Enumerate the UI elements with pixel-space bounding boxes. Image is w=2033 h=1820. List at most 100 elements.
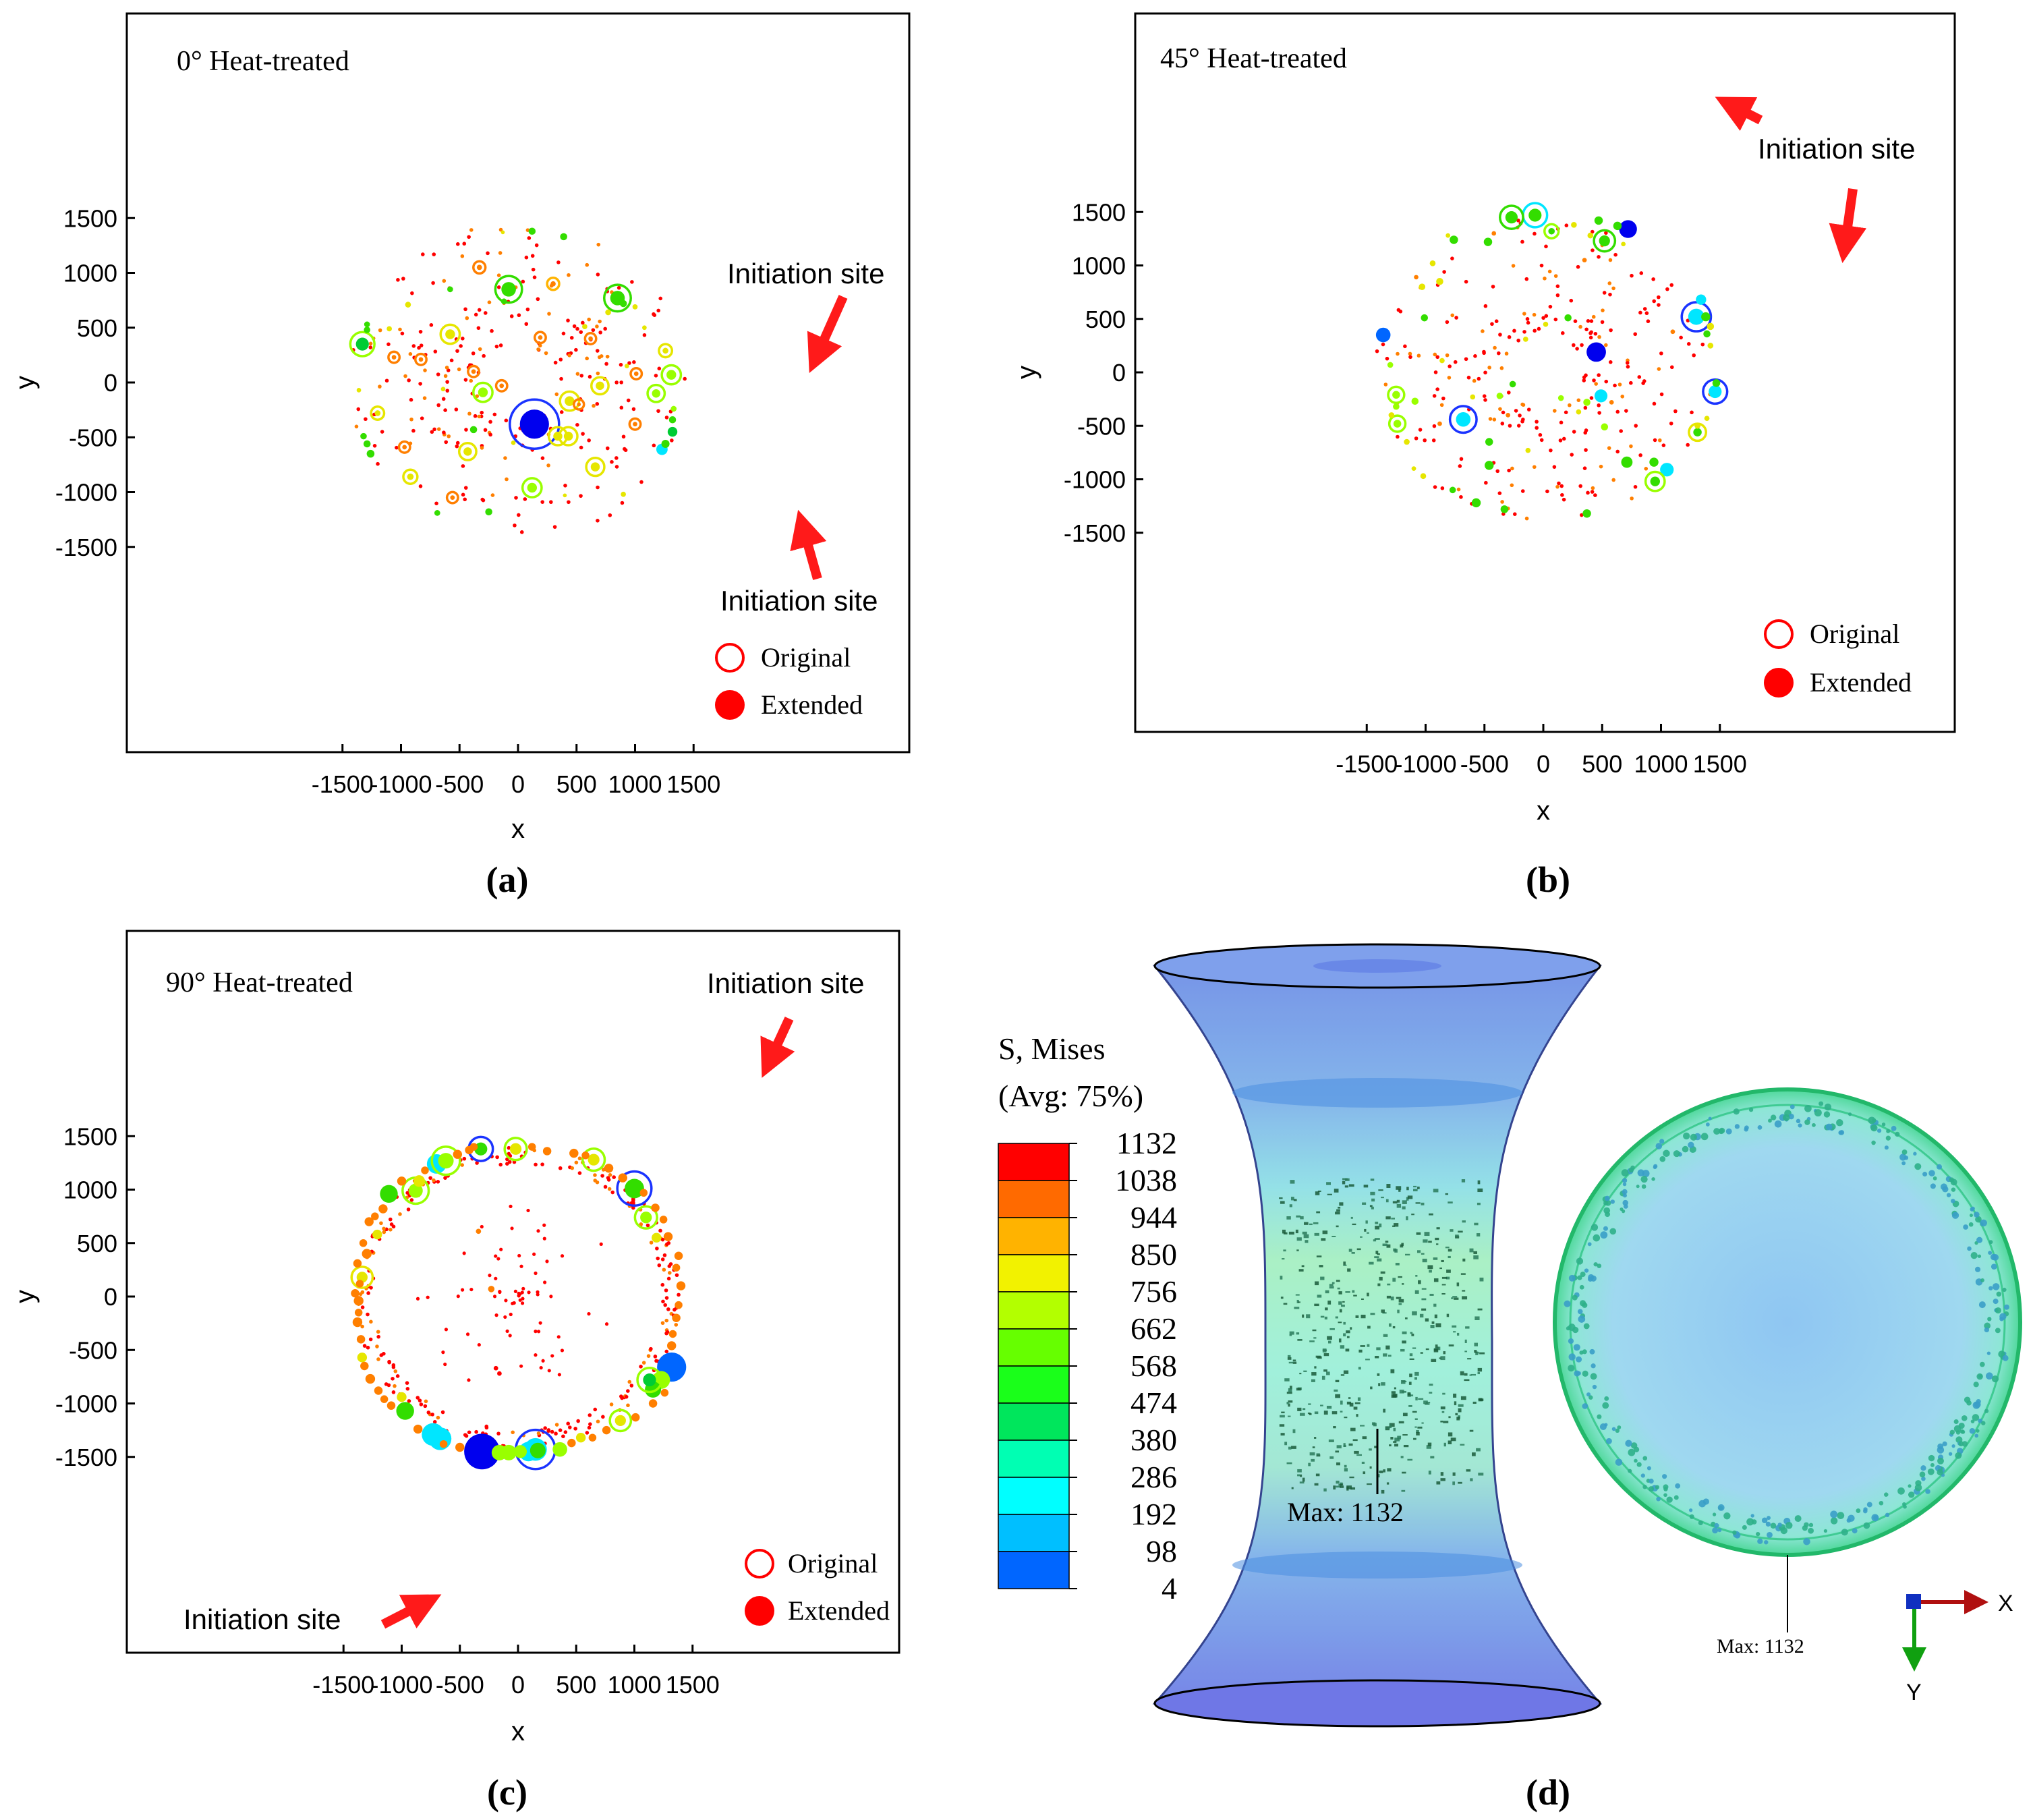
pore-speck xyxy=(1970,1206,1975,1211)
defect-original-ring xyxy=(439,323,461,345)
pore-speck xyxy=(1314,1483,1319,1486)
pore-speck xyxy=(1279,1424,1285,1427)
pore-speck xyxy=(1338,1291,1342,1295)
pore-speck xyxy=(1316,1255,1322,1257)
pore-speck xyxy=(1984,1322,1991,1330)
pore-speck xyxy=(1655,1143,1663,1149)
defect-speck xyxy=(368,341,373,346)
defect-point xyxy=(1449,486,1456,494)
defect-speck xyxy=(657,366,662,371)
pore-speck xyxy=(1611,1427,1616,1431)
pore-speck xyxy=(1942,1441,1947,1447)
plot-frame-a xyxy=(125,12,911,753)
pore-speck xyxy=(1973,1382,1979,1388)
legend-extended-marker-a xyxy=(715,690,745,720)
pore-speck xyxy=(1970,1419,1975,1423)
pore-speck xyxy=(1311,1458,1315,1462)
defect-speck xyxy=(677,1292,681,1297)
defect-speck xyxy=(575,372,580,376)
defect-point xyxy=(365,1373,376,1384)
y-tick-label: 500 xyxy=(77,1230,117,1257)
defect-speck xyxy=(579,445,583,450)
pore-speck xyxy=(1460,1444,1465,1446)
pore-speck xyxy=(1364,1228,1367,1232)
y-tick-label: -500 xyxy=(69,1336,117,1364)
pore-speck xyxy=(1460,1396,1466,1400)
defect-point xyxy=(434,510,440,516)
initiation-site-label-a1: Initiation site xyxy=(727,258,884,289)
legend-original-marker-a xyxy=(715,643,745,673)
pore-speck xyxy=(1464,1379,1470,1382)
pore-speck xyxy=(1796,1118,1801,1124)
defect-point xyxy=(364,326,370,333)
defect-speck xyxy=(449,358,454,363)
defect-speck xyxy=(375,1344,379,1348)
pore-speck xyxy=(1708,1116,1712,1120)
pore-speck xyxy=(1448,1201,1453,1204)
pore-speck xyxy=(1288,1446,1292,1450)
defect-speck xyxy=(457,367,461,372)
defect-speck xyxy=(604,1322,609,1326)
defect-original-ring xyxy=(472,260,487,275)
defect-speck xyxy=(419,343,424,347)
defect-speck xyxy=(658,296,663,301)
defect-speck xyxy=(473,414,478,418)
defect-speck xyxy=(1599,464,1603,469)
defect-speck xyxy=(1583,405,1588,410)
pore-speck xyxy=(1422,1258,1427,1263)
pore-speck xyxy=(1335,1316,1338,1319)
pore-speck xyxy=(1314,1366,1317,1369)
pore-speck xyxy=(1588,1395,1593,1400)
defect-speck xyxy=(503,456,507,460)
arrow-c2 xyxy=(380,1594,442,1629)
defect-speck xyxy=(621,434,626,439)
pore-speck xyxy=(1340,1345,1345,1349)
panel-c-title: 90° Heat-treated xyxy=(166,967,353,998)
pore-speck xyxy=(1439,1357,1441,1359)
defect-point xyxy=(1621,456,1633,468)
defect-speck xyxy=(463,1433,467,1437)
x-tick-label: -1000 xyxy=(1394,750,1456,778)
defect-speck xyxy=(428,1176,432,1181)
pore-speck xyxy=(2003,1304,2009,1310)
pore-speck xyxy=(1712,1512,1717,1516)
defect-speck xyxy=(1552,465,1557,469)
pore-speck xyxy=(1362,1202,1367,1205)
pore-speck xyxy=(1421,1308,1427,1311)
defect-point xyxy=(1696,294,1707,305)
defect-original-ring xyxy=(494,275,523,304)
pore-speck xyxy=(1344,1464,1347,1468)
defect-point xyxy=(672,1263,681,1272)
defect-point xyxy=(497,1371,502,1376)
pore-speck xyxy=(1964,1396,1971,1403)
defect-point xyxy=(1522,337,1528,342)
defect-speck xyxy=(572,324,577,329)
defect-speck xyxy=(362,1344,367,1348)
pore-speck xyxy=(1871,1140,1876,1145)
pore-speck xyxy=(1953,1419,1959,1425)
defect-point xyxy=(440,387,446,392)
pore-speck xyxy=(1281,1411,1285,1414)
pore-speck xyxy=(1283,1232,1288,1234)
defect-point xyxy=(1506,413,1511,418)
defect-speck xyxy=(1572,430,1576,434)
defect-point xyxy=(633,371,639,376)
pore-speck xyxy=(1299,1373,1302,1375)
pore-speck xyxy=(1288,1400,1293,1403)
defect-speck xyxy=(1607,446,1611,451)
defect-speck xyxy=(626,1389,630,1393)
pore-speck xyxy=(1389,1423,1395,1427)
defect-speck xyxy=(433,349,438,353)
defect-speck xyxy=(587,1425,592,1430)
defect-original-ring xyxy=(636,1367,663,1394)
defect-speck xyxy=(436,1415,440,1420)
pore-speck xyxy=(1295,1229,1298,1234)
pore-speck xyxy=(1424,1232,1430,1236)
defect-speck xyxy=(654,374,658,378)
defect-original-ring xyxy=(1593,229,1617,253)
pore-speck xyxy=(1765,1521,1771,1527)
pore-speck xyxy=(1419,1313,1424,1318)
defect-speck xyxy=(388,1217,393,1222)
legend-extended-marker-c xyxy=(745,1596,774,1626)
pore-speck xyxy=(1322,1348,1327,1353)
